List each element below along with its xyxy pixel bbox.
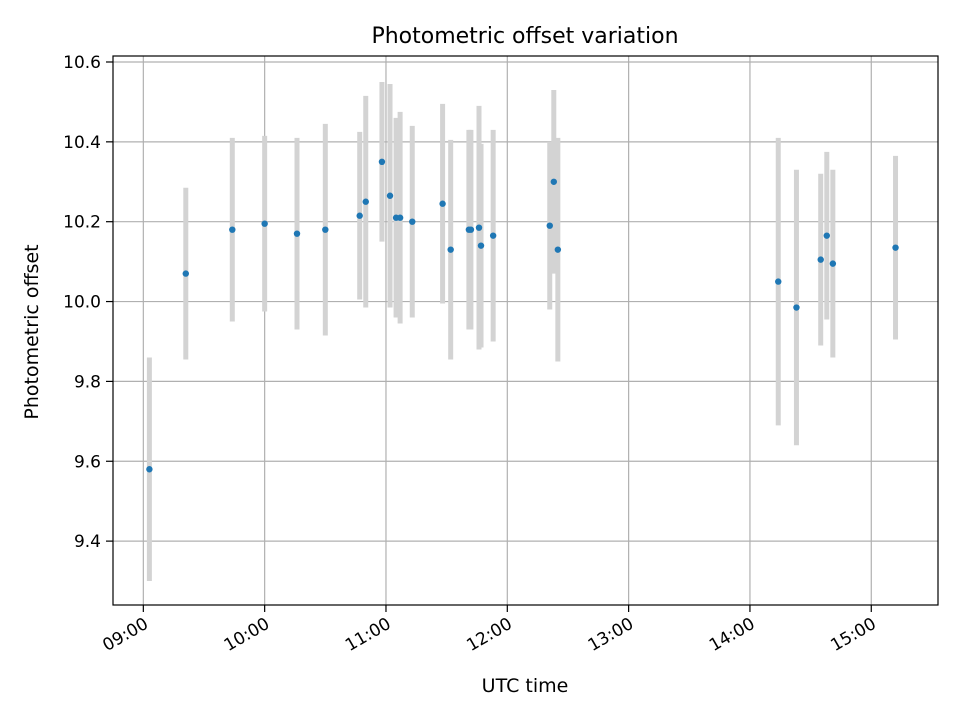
point-layer — [146, 158, 899, 473]
data-point — [447, 246, 454, 253]
data-point — [409, 218, 416, 225]
data-point — [322, 226, 329, 233]
data-point — [396, 214, 404, 221]
grid-layer — [113, 56, 938, 605]
y-tick-label: 10.0 — [63, 293, 101, 313]
data-point — [439, 200, 446, 207]
y-tick-label: 9.4 — [74, 532, 101, 552]
data-point — [229, 226, 236, 233]
data-point — [362, 198, 369, 205]
data-point — [475, 224, 483, 231]
y-tick-label: 10.2 — [63, 213, 101, 233]
data-point — [550, 178, 558, 185]
data-point — [829, 260, 837, 267]
x-axis-label: UTC time — [482, 675, 569, 697]
data-point — [546, 222, 553, 229]
data-point — [892, 244, 899, 251]
data-point — [293, 230, 301, 237]
data-point — [261, 220, 268, 227]
data-point — [817, 256, 824, 263]
data-point — [554, 246, 562, 253]
data-point — [477, 242, 485, 249]
data-point — [793, 304, 800, 311]
data-point — [356, 212, 363, 219]
data-point — [775, 278, 782, 285]
y-tick-label: 9.8 — [74, 372, 101, 392]
chart-title: Photometric offset variation — [371, 24, 678, 49]
data-point — [489, 232, 497, 239]
y-tick-label: 10.6 — [63, 53, 101, 73]
data-point — [386, 192, 394, 199]
plot-frame — [112, 55, 939, 606]
data-point — [182, 270, 189, 277]
data-point — [146, 466, 153, 473]
data-point — [467, 226, 475, 233]
y-tick-label: 9.6 — [74, 452, 101, 472]
data-point — [378, 158, 386, 166]
data-point — [823, 232, 830, 239]
y-tick-label: 10.4 — [63, 133, 101, 153]
y-axis-label: Photometric offset — [21, 244, 43, 419]
